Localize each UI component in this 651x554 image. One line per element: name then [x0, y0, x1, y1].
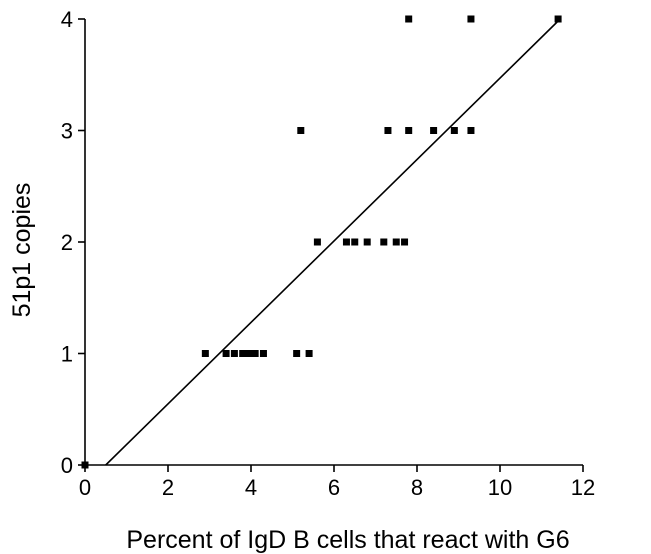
- data-point: [222, 350, 230, 357]
- data-point: [230, 350, 238, 357]
- y-tick-label: 3: [61, 119, 73, 144]
- y-axis-title: 51p1 copies: [8, 183, 36, 318]
- data-point: [239, 350, 247, 357]
- data-point: [251, 350, 259, 357]
- trend-line-layer: [105, 18, 561, 466]
- data-point: [245, 350, 253, 357]
- x-axis-title: Percent of IgD B cells that react with G…: [126, 526, 569, 554]
- x-tick-label: 8: [411, 475, 423, 500]
- data-point: [259, 350, 267, 357]
- y-tick-label: 2: [61, 230, 73, 255]
- data-point: [313, 238, 321, 246]
- data-point: [430, 127, 438, 134]
- data-points: [81, 15, 562, 469]
- data-point: [554, 15, 562, 23]
- x-tick-label: 6: [328, 475, 340, 500]
- data-point: [363, 238, 371, 246]
- data-point: [297, 127, 305, 134]
- data-point: [405, 127, 413, 134]
- data-point: [81, 461, 89, 469]
- y-tick-label: 1: [61, 342, 73, 367]
- data-point: [293, 350, 301, 357]
- data-point: [380, 238, 388, 246]
- data-point: [305, 350, 313, 357]
- data-point: [201, 350, 209, 357]
- data-point: [351, 238, 359, 246]
- x-tick-label: 10: [488, 475, 512, 500]
- x-tick-label: 4: [245, 475, 257, 500]
- data-point: [384, 127, 392, 134]
- y-tick-label: 0: [61, 453, 73, 478]
- y-tick-label: 4: [61, 7, 73, 32]
- x-tick-label: 2: [162, 475, 174, 500]
- data-point: [450, 127, 458, 134]
- data-point: [392, 238, 400, 246]
- data-point: [467, 15, 475, 23]
- data-point: [467, 127, 475, 134]
- trend-line: [105, 18, 561, 466]
- x-tick-label: 0: [79, 475, 91, 500]
- data-point: [401, 238, 409, 246]
- data-point: [342, 238, 350, 246]
- x-tick-label: 12: [571, 475, 595, 500]
- data-point: [405, 15, 413, 23]
